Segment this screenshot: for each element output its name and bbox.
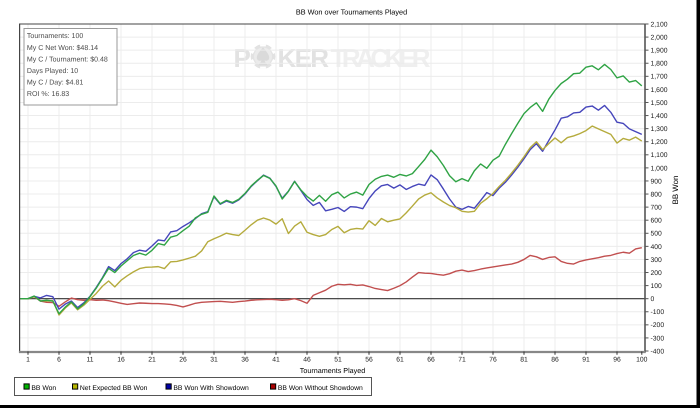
svg-text:96: 96: [613, 356, 621, 363]
svg-text:36: 36: [241, 356, 249, 363]
svg-text:46: 46: [303, 356, 311, 363]
svg-text:-300: -300: [651, 335, 665, 342]
svg-text:91: 91: [582, 356, 590, 363]
svg-text:1,300: 1,300: [651, 126, 668, 133]
svg-text:1,000: 1,000: [651, 165, 668, 172]
svg-text:51: 51: [334, 356, 342, 363]
svg-text:500: 500: [651, 231, 663, 238]
svg-text:100: 100: [651, 283, 663, 290]
svg-text:-200: -200: [651, 322, 665, 329]
svg-text:56: 56: [365, 356, 373, 363]
svg-text:0: 0: [651, 296, 655, 303]
svg-text:1: 1: [26, 356, 30, 363]
svg-text:41: 41: [272, 356, 280, 363]
svg-text:800: 800: [651, 191, 663, 198]
svg-text:BB Won: BB Won: [31, 385, 56, 392]
svg-text:BB Won: BB Won: [671, 176, 680, 205]
svg-text:BB Won over Tournaments Played: BB Won over Tournaments Played: [296, 8, 407, 17]
svg-text:Net Expected BB Won: Net Expected BB Won: [80, 385, 148, 392]
svg-text:1,900: 1,900: [651, 48, 668, 55]
svg-text:My C Net Won: $48.14: My C Net Won: $48.14: [27, 44, 98, 52]
svg-text:1,100: 1,100: [651, 152, 668, 159]
svg-text:2,100: 2,100: [651, 21, 668, 28]
svg-text:11: 11: [86, 356, 93, 363]
svg-text:Tournaments: 100: Tournaments: 100: [27, 33, 83, 40]
svg-text:Tournaments Played: Tournaments Played: [300, 366, 366, 375]
svg-text:-400: -400: [651, 348, 665, 355]
svg-text:6: 6: [57, 356, 61, 363]
svg-text:ROI %: 16.83: ROI %: 16.83: [27, 91, 69, 98]
svg-text:BB Won Without Showdown: BB Won Without Showdown: [278, 385, 363, 392]
svg-text:1,700: 1,700: [651, 74, 668, 81]
svg-text:TRACKER: TRACKER: [331, 43, 431, 73]
svg-text:400: 400: [651, 244, 663, 251]
svg-text:100: 100: [636, 356, 648, 363]
svg-text:-100: -100: [651, 309, 665, 316]
svg-text:1,600: 1,600: [651, 87, 668, 94]
svg-text:300: 300: [651, 257, 663, 264]
svg-text:71: 71: [458, 356, 466, 363]
svg-text:600: 600: [651, 218, 663, 225]
svg-text:1,500: 1,500: [651, 100, 668, 107]
svg-text:81: 81: [520, 356, 528, 363]
svg-text:76: 76: [489, 356, 497, 363]
svg-text:BB Won With Showdown: BB Won With Showdown: [173, 385, 249, 392]
svg-text:86: 86: [551, 356, 559, 363]
svg-text:1,400: 1,400: [651, 113, 668, 120]
svg-text:P: P: [234, 43, 251, 73]
svg-text:21: 21: [148, 356, 156, 363]
svg-text:1,800: 1,800: [651, 61, 668, 68]
svg-text:Days Played: 10: Days Played: 10: [27, 67, 78, 75]
svg-text:My C / Day: $4.81: My C / Day: $4.81: [27, 78, 83, 86]
svg-text:700: 700: [651, 205, 663, 212]
svg-text:KER: KER: [278, 43, 330, 73]
svg-text:31: 31: [210, 356, 218, 363]
svg-text:2,000: 2,000: [651, 34, 668, 41]
svg-text:900: 900: [651, 178, 663, 185]
svg-text:66: 66: [427, 356, 435, 363]
svg-text:1,200: 1,200: [651, 139, 668, 146]
svg-text:My C / Tournament: $0.48: My C / Tournament: $0.48: [27, 55, 108, 63]
svg-text:200: 200: [651, 270, 663, 277]
svg-text:16: 16: [117, 356, 125, 363]
svg-text:26: 26: [179, 356, 187, 363]
svg-text:61: 61: [396, 356, 404, 363]
